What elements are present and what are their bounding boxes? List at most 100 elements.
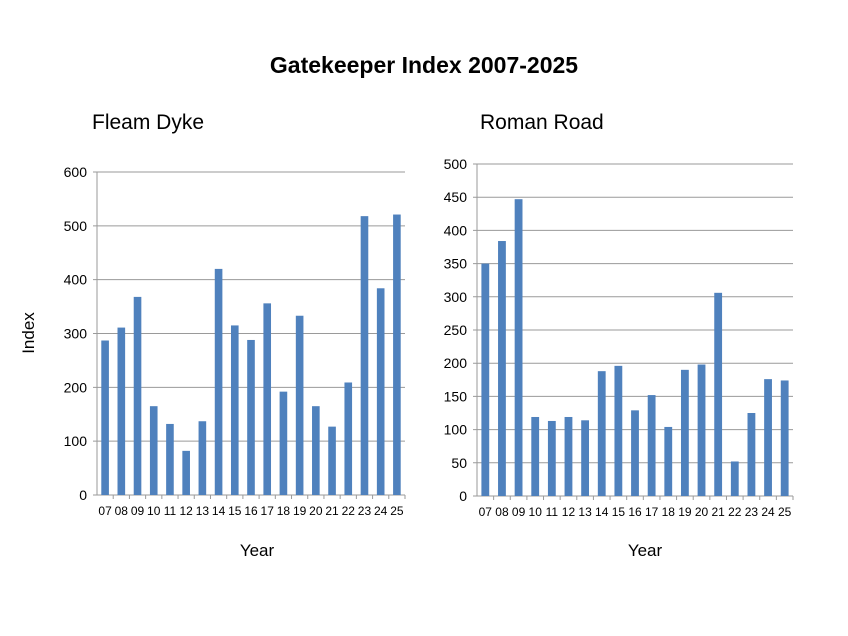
y-tick-label: 300 xyxy=(64,326,88,342)
bar xyxy=(730,461,739,496)
x-tick-label: 19 xyxy=(293,504,307,518)
bar xyxy=(198,421,207,495)
x-tick-label: 19 xyxy=(678,505,692,519)
x-tick-label: 16 xyxy=(244,504,258,518)
bar xyxy=(101,340,109,495)
right-chart-title: Roman Road xyxy=(480,111,604,134)
bar xyxy=(328,426,336,495)
x-tick-label: 17 xyxy=(645,505,659,519)
bar xyxy=(344,382,353,495)
x-tick-label: 11 xyxy=(546,505,559,519)
x-tick-label: 22 xyxy=(342,504,356,518)
y-tick-label: 100 xyxy=(444,422,468,438)
x-tick-label: 14 xyxy=(595,505,609,519)
bar xyxy=(631,410,639,496)
bar xyxy=(117,327,126,495)
y-tick-label: 600 xyxy=(64,164,88,180)
bar xyxy=(514,199,523,496)
x-tick-label: 20 xyxy=(309,504,323,518)
y-tick-label: 450 xyxy=(444,189,468,205)
bar xyxy=(547,420,556,496)
x-tick-label: 21 xyxy=(711,505,725,519)
x-tick-label: 24 xyxy=(761,505,775,519)
x-axis-title: Year xyxy=(628,541,663,560)
x-tick-label: 10 xyxy=(147,504,161,518)
y-tick-label: 300 xyxy=(444,289,468,305)
x-tick-label: 23 xyxy=(358,504,372,518)
x-tick-label: 12 xyxy=(562,505,576,519)
y-tick-label: 500 xyxy=(64,218,88,234)
bar xyxy=(714,292,723,496)
x-tick-label: 16 xyxy=(628,505,642,519)
bar xyxy=(498,241,506,496)
y-tick-label: 0 xyxy=(79,487,87,503)
x-tick-label: 07 xyxy=(479,505,493,519)
bar xyxy=(360,216,369,496)
x-tick-label: 15 xyxy=(612,505,626,519)
y-tick-label: 150 xyxy=(444,388,468,404)
x-tick-label: 07 xyxy=(98,504,112,518)
roman-road-chart: 0 50 100 150 200 250 300 350 400 450 500 07 08 09 10 11… xyxy=(444,156,794,560)
y-tick-label: 400 xyxy=(444,222,468,238)
y-tick-label: 200 xyxy=(444,355,468,371)
x-tick-label: 21 xyxy=(325,504,339,518)
x-tick-label: 18 xyxy=(662,505,676,519)
bar xyxy=(780,380,789,496)
y-tick-label: 0 xyxy=(459,488,467,504)
y-tick-label: 200 xyxy=(64,379,88,395)
bar xyxy=(214,268,223,495)
x-tick-label: 24 xyxy=(374,504,388,518)
y-tick-label: 400 xyxy=(64,272,88,288)
x-axis-title: Year xyxy=(240,541,275,560)
x-tick-label: 08 xyxy=(115,504,129,518)
bar xyxy=(564,416,573,496)
x-tick-label: 17 xyxy=(261,504,275,518)
bar xyxy=(614,365,623,496)
bar xyxy=(247,339,255,495)
x-tick-label: 25 xyxy=(390,504,404,518)
x-tick-label: 09 xyxy=(512,505,526,519)
x-tick-label: 15 xyxy=(228,504,242,518)
x-tick-label: 11 xyxy=(164,504,177,518)
x-tick-label: 12 xyxy=(179,504,193,518)
bar xyxy=(581,420,590,496)
bar xyxy=(133,296,142,495)
bar xyxy=(295,315,304,495)
chart-main-title: Gatekeeper Index 2007-2025 xyxy=(269,52,579,78)
x-tick-label: 20 xyxy=(695,505,709,519)
bar xyxy=(481,263,490,496)
x-tick-label: 18 xyxy=(277,504,291,518)
bar xyxy=(680,369,689,496)
bar xyxy=(664,426,673,496)
bar xyxy=(182,450,190,495)
y-tick-label: 250 xyxy=(444,322,468,338)
bar xyxy=(166,423,174,495)
bar xyxy=(263,303,272,495)
x-tick-label: 25 xyxy=(778,505,792,519)
bar xyxy=(597,371,606,496)
x-tick-label: 10 xyxy=(529,505,543,519)
y-tick-label: 500 xyxy=(444,156,468,172)
bar xyxy=(764,379,772,496)
y-tick-label: 100 xyxy=(64,433,88,449)
y-tick-label: 50 xyxy=(451,455,467,471)
x-tick-label: 23 xyxy=(745,505,759,519)
x-tick-label: 13 xyxy=(196,504,210,518)
bar xyxy=(697,364,706,496)
x-tick-label: 08 xyxy=(495,505,509,519)
bar xyxy=(747,413,756,496)
x-tick-label: 09 xyxy=(131,504,145,518)
x-tick-label: 13 xyxy=(578,505,592,519)
bar xyxy=(149,406,158,495)
bar xyxy=(312,406,320,495)
bar xyxy=(393,214,401,496)
y-axis-title: Index xyxy=(19,312,38,354)
bar xyxy=(647,395,656,496)
bar xyxy=(531,416,540,496)
bar xyxy=(279,391,288,495)
y-tick-label: 350 xyxy=(444,256,468,272)
bar xyxy=(376,288,385,495)
x-tick-label: 22 xyxy=(728,505,742,519)
